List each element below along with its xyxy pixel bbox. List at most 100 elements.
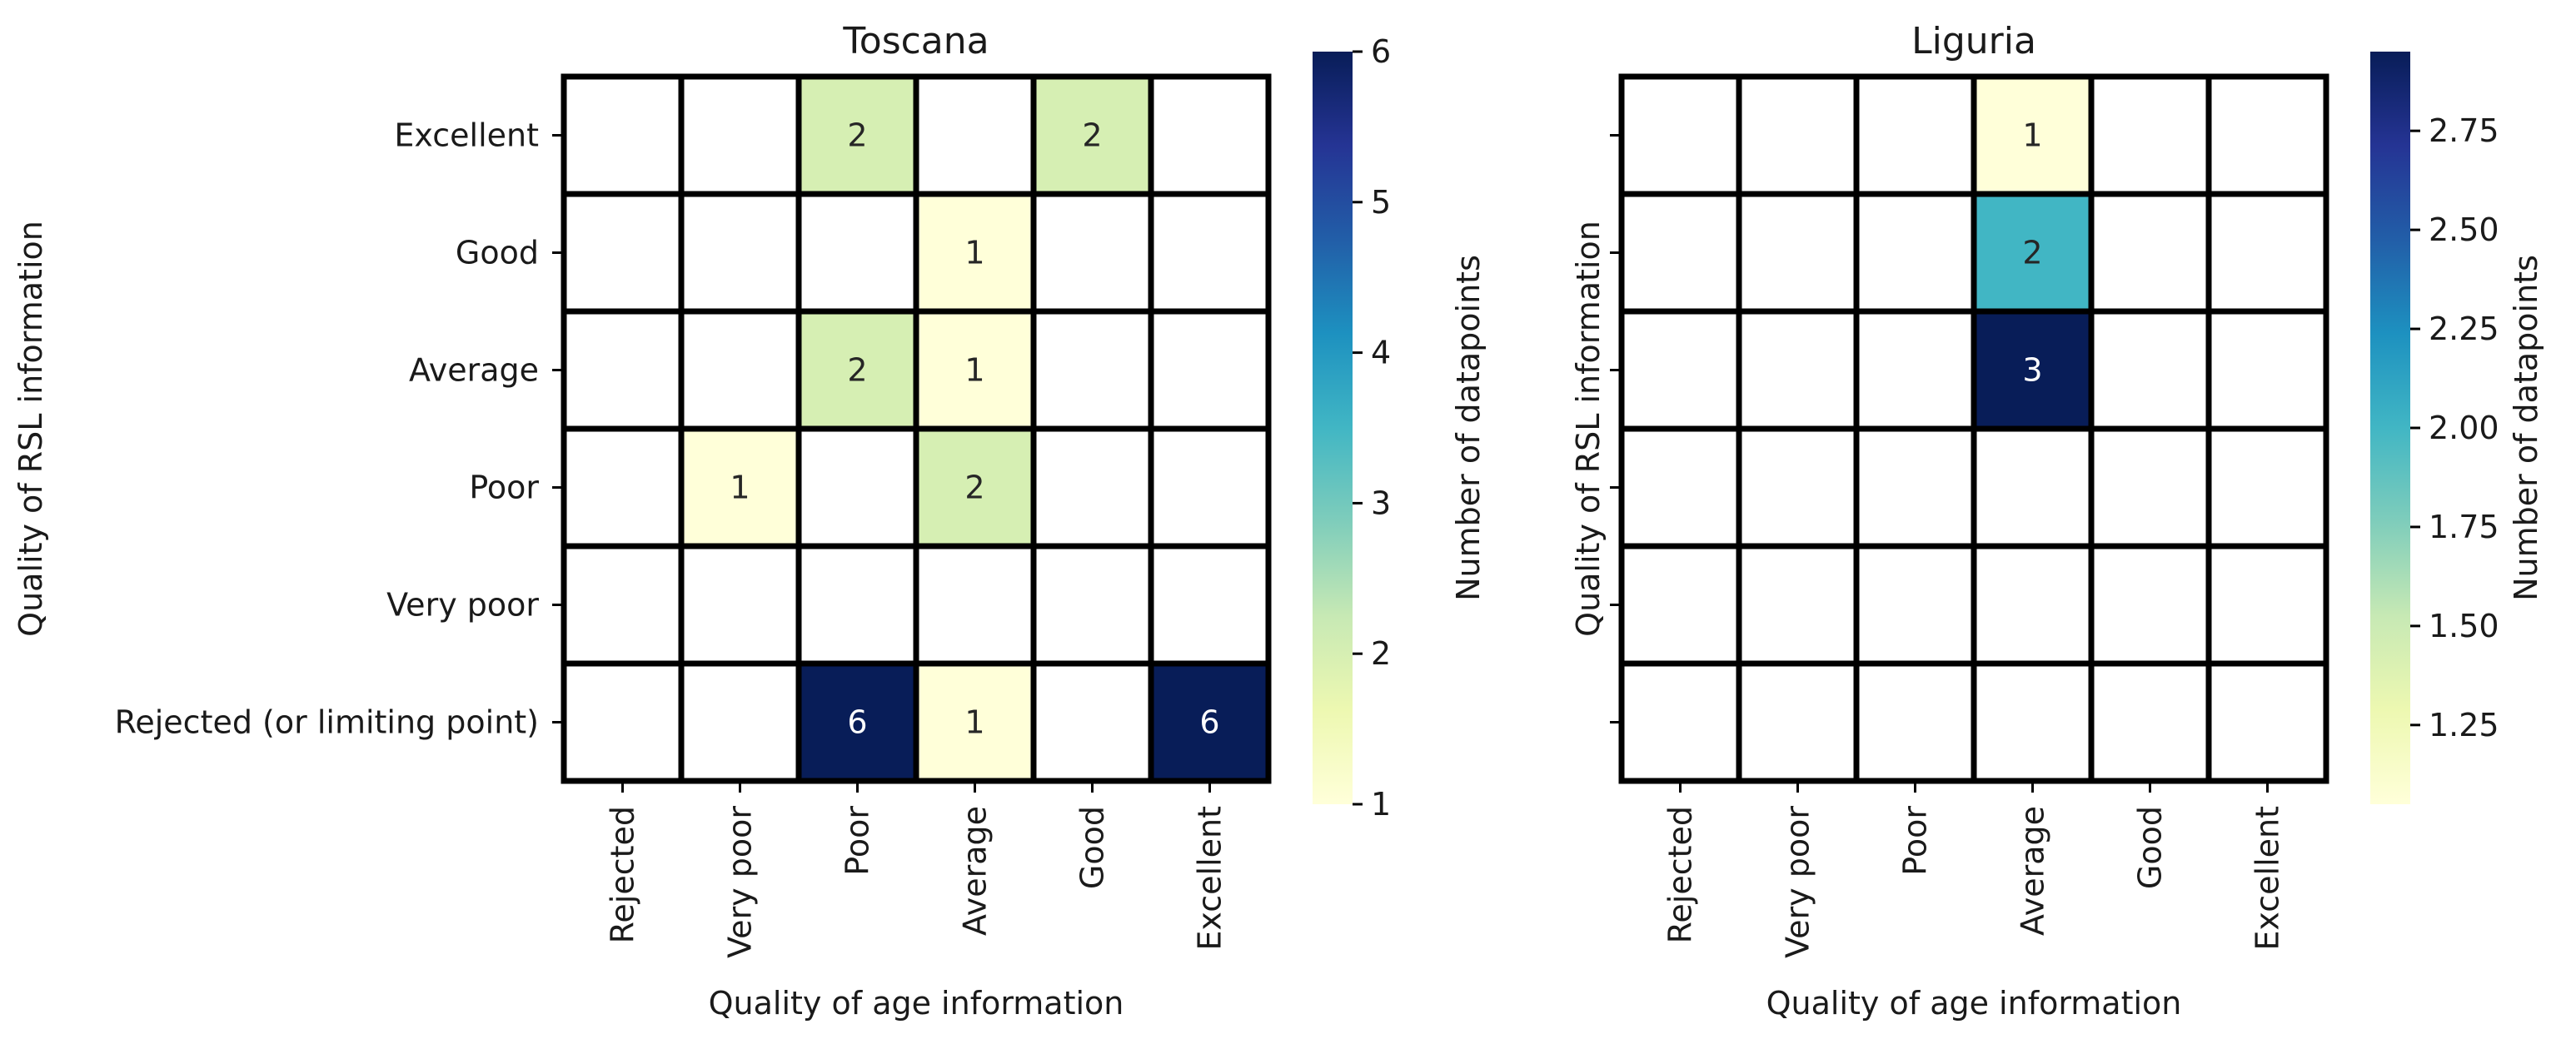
heatmap-cell [678,308,802,432]
heatmap-cell [1736,308,1860,432]
cell-value-label: 3 [2022,352,2042,389]
heatmap-cell [1618,308,1742,432]
heatmap-cell [1148,543,1272,667]
heatmap-cell [1736,660,1860,784]
colorbar-tick-label: 2 [1371,635,1391,672]
x-tick-label: Average [957,806,994,936]
heatmap-cell [561,425,685,549]
heatmap-cell [1971,308,2095,432]
heatmap-cell [1148,660,1272,784]
heatmap-cell [1971,425,2095,549]
cell-value-label: 2 [964,470,984,506]
colorbar-tick-label: 1 [1371,786,1391,823]
heatmap-cell [678,660,802,784]
heatmap-cell [1030,543,1154,667]
heatmap-frame [562,75,1270,783]
cell-value-label: 2 [847,117,867,154]
y-tick-label: Good [456,235,539,271]
heatmap-cell [1618,73,1742,197]
heatmap-cell [1618,191,1742,315]
heatmap-cell [913,543,1037,667]
heatmap-cell [1853,660,1977,784]
heatmap-cell [795,425,919,549]
heatmap-cell [1853,191,1977,315]
cell-value-label: 2 [1082,117,1102,154]
chart-title: Toscana [842,20,989,62]
heatmap-cell [2205,73,2329,197]
chart-title: Liguria [1911,20,2036,62]
heatmap-panel-liguria: Liguria 1 2 3 Rejected Very poor Poor Average Go… [1570,20,2544,1022]
y-axis-label: Quality of RSL information [12,221,49,637]
x-tick-label: Rejected [1662,806,1699,943]
y-tick-label: Average [409,352,539,389]
heatmap-cell [913,73,1037,197]
heatmap-cell [678,191,802,315]
heatmap-cell [1736,73,1860,197]
heatmap-cell [2088,73,2212,197]
x-tick-label: Poor [840,806,876,876]
heatmap-cell [1030,660,1154,784]
y-axis-label: Quality of RSL information [1570,221,1607,637]
heatmap-cell [2205,543,2329,667]
colorbar-tick-label: 5 [1371,184,1391,221]
y-tick-label: Very poor [386,587,539,624]
colorbar-tick-label: 4 [1371,335,1391,371]
heatmap-cell [678,543,802,667]
cell-value-label: 2 [2022,235,2042,271]
cell-value-label: 1 [964,352,984,389]
heatmap-cell [2088,308,2212,432]
heatmap-cell [561,660,685,784]
x-tick-label: Very poor [722,806,759,958]
heatmap-cell [1853,308,1977,432]
heatmap-cell [1148,308,1272,432]
heatmap-cell [795,660,919,784]
cell-value-label: 1 [964,704,984,741]
x-axis-label: Quality of age information [709,985,1124,1022]
cell-value-label: 6 [847,704,867,741]
colorbar-tick-label: 1.50 [2429,608,2499,644]
heatmap-frame [1620,75,2328,783]
heatmap-cell [1736,191,1860,315]
cell-value-label: 1 [730,470,750,506]
cell-value-label: 2 [847,352,867,389]
y-tick-label: Excellent [394,117,539,154]
heatmap-cell [2205,660,2329,784]
heatmap-cell [1618,425,1742,549]
heatmap-cell [1030,191,1154,315]
cell-value-label: 6 [1199,704,1219,741]
heatmap-cell [2088,191,2212,315]
heatmap-cell [561,308,685,432]
heatmap-cell [1971,660,2095,784]
x-tick-label: Poor [1897,806,1934,876]
colorbar-tick-label: 6 [1371,33,1391,70]
colorbar [1313,52,1353,804]
x-tick-label: Very poor [1780,806,1816,958]
x-tick-label: Average [2015,806,2051,936]
colorbar-tick-label: 1.25 [2429,707,2499,743]
heatmap-cell [561,191,685,315]
heatmap-cell [1030,425,1154,549]
colorbar-tick-label: 1.75 [2429,509,2499,545]
heatmap-cell [1030,308,1154,432]
colorbar-tick-label: 2.00 [2429,410,2499,446]
heatmap-cell [795,191,919,315]
heatmap-cell [2205,308,2329,432]
x-tick-label: Excellent [1192,806,1228,951]
x-tick-label: Rejected [605,806,641,943]
heatmap-cell [1618,543,1742,667]
heatmap-cell [1148,425,1272,549]
heatmap-cell [2088,425,2212,549]
colorbar-label: Number of datapoints [1450,255,1487,601]
heatmap-cell [2205,191,2329,315]
colorbar-tick-label: 2.75 [2429,112,2499,149]
x-tick-label: Good [2132,806,2169,889]
x-tick-label: Excellent [2250,806,2286,951]
x-tick-label: Good [1074,806,1111,889]
y-tick-label: Poor [469,470,539,506]
heatmap-cell [795,543,919,667]
colorbar-tick-label: 3 [1371,485,1391,521]
heatmap-cell [2205,425,2329,549]
heatmap-cell [1853,73,1977,197]
heatmap-cell [1736,543,1860,667]
